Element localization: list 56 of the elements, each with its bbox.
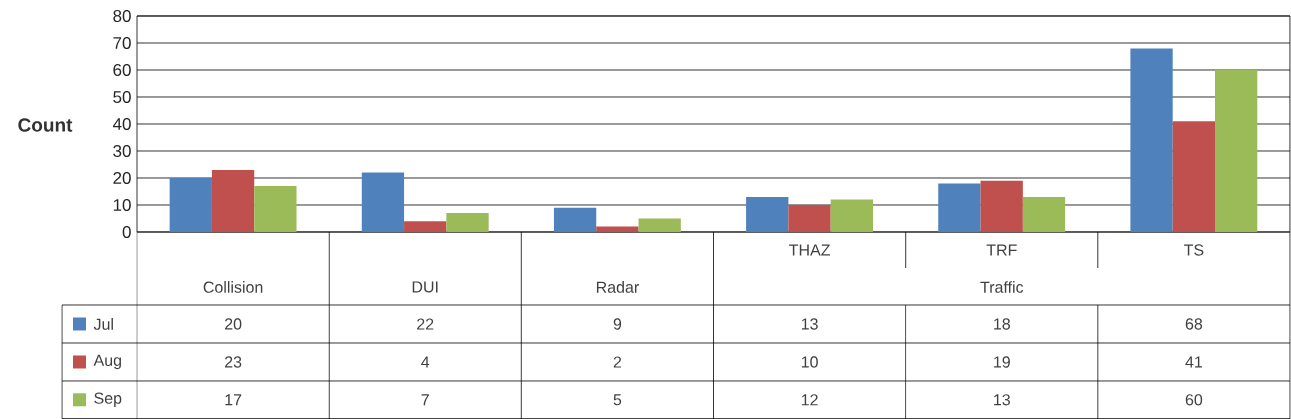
bar [1215, 69, 1258, 232]
bar [788, 204, 831, 232]
data-label: 19 [994, 356, 1010, 368]
bar [938, 183, 981, 232]
y-tick-label: 60 [113, 63, 131, 77]
data-label: 2 [613, 356, 622, 368]
bar [553, 207, 597, 232]
data-label: 18 [994, 318, 1010, 330]
data-label: 22 [417, 318, 434, 330]
x-tick-label: TRF [986, 244, 1017, 256]
data-label: 60 [1185, 394, 1203, 406]
x-tick-label: Collision [203, 281, 263, 293]
data-label: 10 [801, 356, 818, 368]
bar [1172, 121, 1215, 232]
y-tick-label: 20 [113, 171, 131, 185]
y-tick-label: 50 [113, 90, 131, 104]
legend-label: Aug [93, 354, 121, 370]
y-axis-title: Count [18, 118, 73, 132]
y-tick-label: 10 [113, 198, 131, 212]
data-label: 4 [421, 356, 430, 368]
x-tick-label: Radar [596, 281, 639, 293]
data-label: 9 [613, 318, 622, 330]
bar [638, 218, 681, 232]
bar [830, 199, 873, 232]
data-label: 13 [801, 318, 818, 330]
bar [254, 186, 297, 232]
legend-label: Sep [94, 392, 122, 408]
data-label: 68 [1185, 318, 1203, 330]
data-label: 23 [225, 356, 242, 368]
legend-label: Jul [93, 318, 113, 330]
data-label: 41 [1185, 356, 1203, 368]
bar [361, 172, 405, 232]
y-tick-label: 30 [113, 144, 131, 158]
bar [1130, 48, 1173, 232]
bar [746, 196, 789, 232]
bar [211, 169, 255, 232]
bar [404, 221, 447, 232]
bar [169, 177, 212, 232]
x-tick-label: THAZ [789, 244, 830, 256]
data-label: 12 [801, 394, 818, 406]
data-label: 17 [225, 394, 242, 406]
data-label: 20 [225, 318, 242, 330]
y-tick-label: 70 [113, 36, 131, 50]
data-label: 13 [994, 394, 1010, 406]
x-tick-label: TS [1184, 244, 1204, 256]
bar [1022, 196, 1066, 232]
y-tick-label: 80 [113, 9, 131, 23]
y-tick-label: 0 [122, 225, 131, 239]
bar [446, 213, 489, 232]
x-tick-label: DUI [412, 281, 438, 293]
data-label: 7 [421, 394, 429, 406]
text: Traffic [980, 281, 1024, 293]
data-label: 5 [613, 394, 622, 406]
y-tick-label: 40 [112, 117, 131, 131]
bar [980, 180, 1023, 232]
bar [596, 226, 639, 232]
